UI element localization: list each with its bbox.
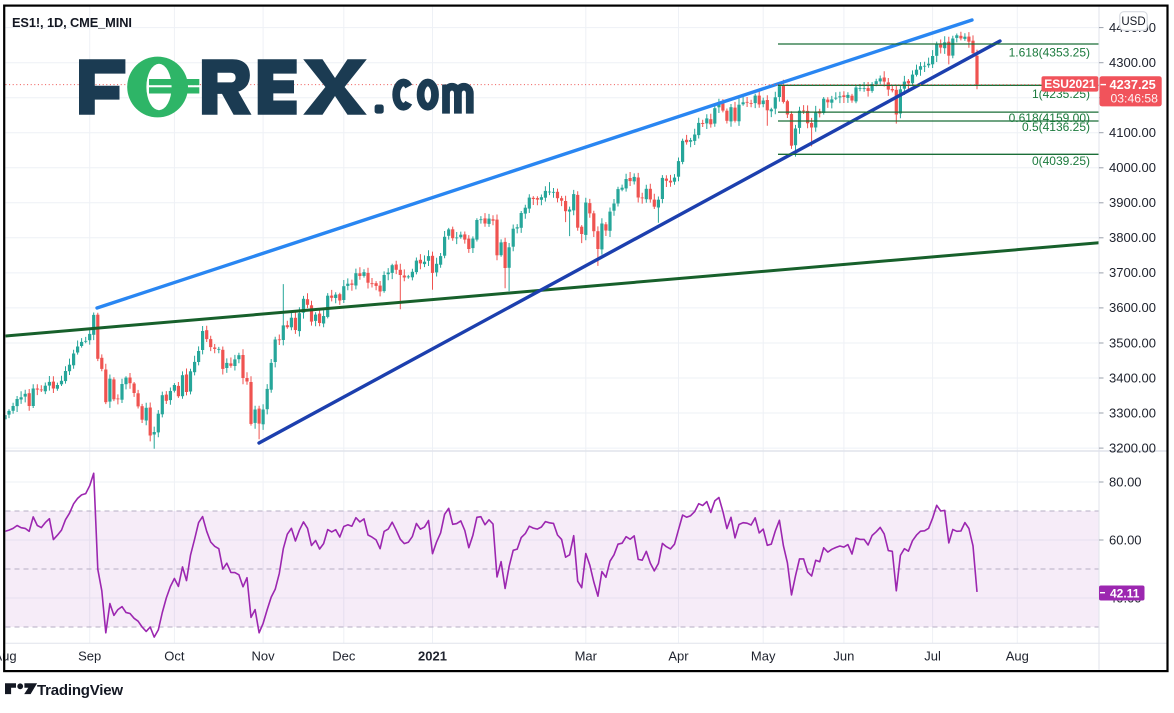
svg-text:4100.00: 4100.00 bbox=[1109, 125, 1156, 140]
svg-text:Oct: Oct bbox=[164, 649, 185, 664]
svg-text:Nov: Nov bbox=[252, 649, 276, 664]
svg-text:3600.00: 3600.00 bbox=[1109, 300, 1156, 315]
svg-text:0.618(4159.00): 0.618(4159.00) bbox=[1009, 111, 1090, 125]
svg-text:4237.25: 4237.25 bbox=[1110, 77, 1156, 92]
svg-text:Apr: Apr bbox=[668, 649, 689, 664]
svg-text:3500.00: 3500.00 bbox=[1109, 335, 1156, 350]
svg-text:4300.00: 4300.00 bbox=[1109, 55, 1156, 70]
svg-text:3400.00: 3400.00 bbox=[1109, 370, 1156, 385]
svg-text:TradingView: TradingView bbox=[37, 682, 123, 699]
svg-text:Jul: Jul bbox=[924, 649, 941, 664]
svg-text:May: May bbox=[751, 649, 776, 664]
svg-text:3300.00: 3300.00 bbox=[1109, 405, 1156, 420]
svg-text:USD: USD bbox=[1121, 16, 1145, 28]
svg-text:60.00: 60.00 bbox=[1109, 532, 1142, 547]
svg-text:42.11: 42.11 bbox=[1110, 587, 1140, 601]
svg-text:ESU2021: ESU2021 bbox=[1044, 77, 1096, 91]
svg-text:ES1!, 1D, CME_MINI: ES1!, 1D, CME_MINI bbox=[12, 15, 132, 30]
svg-text:Sep: Sep bbox=[78, 649, 101, 664]
svg-text:0(4039.25): 0(4039.25) bbox=[1032, 154, 1090, 168]
svg-text:Aug: Aug bbox=[1006, 649, 1029, 664]
svg-text:3200.00: 3200.00 bbox=[1109, 440, 1156, 455]
svg-text:80.00: 80.00 bbox=[1109, 474, 1142, 489]
svg-text:03:46:58: 03:46:58 bbox=[1111, 92, 1159, 106]
svg-text:Mar: Mar bbox=[575, 649, 598, 664]
svg-text:3800.00: 3800.00 bbox=[1109, 230, 1156, 245]
svg-text:1.618(4353.25): 1.618(4353.25) bbox=[1009, 46, 1090, 60]
svg-text:Aug: Aug bbox=[0, 649, 17, 664]
svg-text:2021: 2021 bbox=[418, 649, 447, 664]
svg-text:4000.00: 4000.00 bbox=[1109, 160, 1156, 175]
svg-text:3900.00: 3900.00 bbox=[1109, 195, 1156, 210]
svg-text:Dec: Dec bbox=[332, 649, 356, 664]
svg-text:0.5(4136.25): 0.5(4136.25) bbox=[1022, 120, 1090, 134]
svg-text:3700.00: 3700.00 bbox=[1109, 265, 1156, 280]
svg-text:Jun: Jun bbox=[833, 649, 854, 664]
